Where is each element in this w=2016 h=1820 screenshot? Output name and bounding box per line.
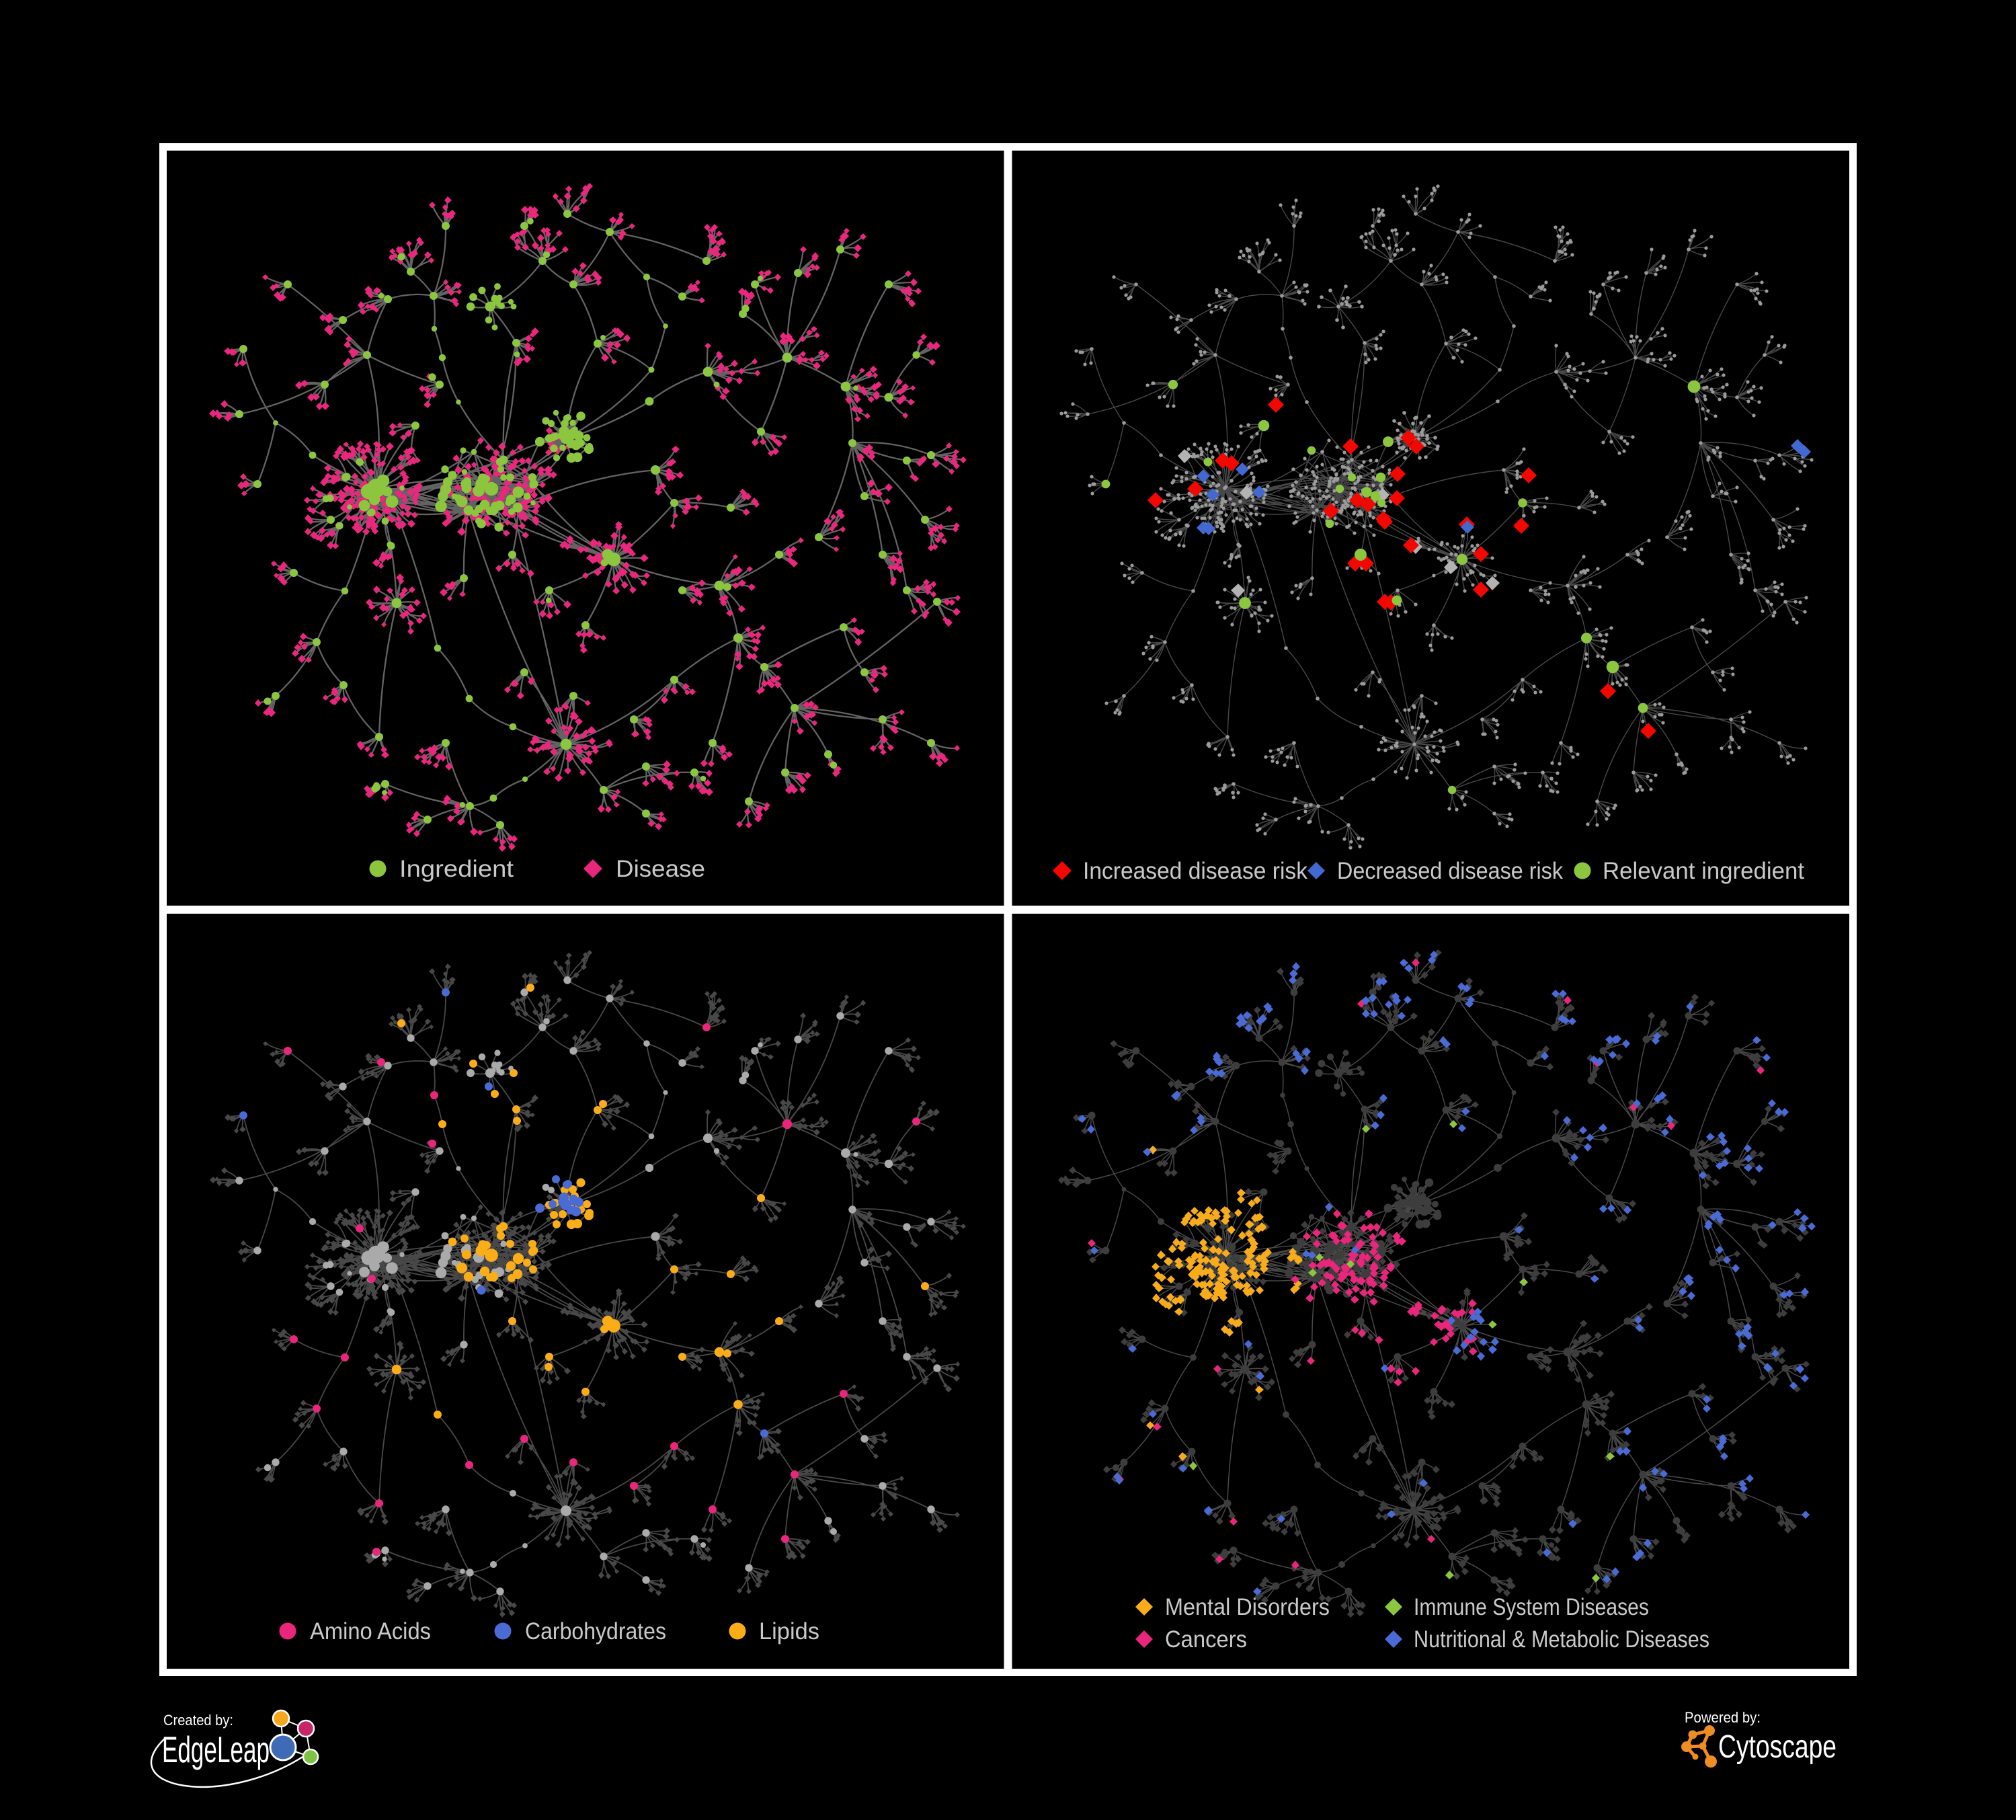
svg-text:Amino Acids: Amino Acids xyxy=(310,1618,431,1645)
svg-text:Lipids: Lipids xyxy=(759,1618,819,1645)
svg-text:Relevant ingredient: Relevant ingredient xyxy=(1603,858,1804,884)
svg-text:Decreased disease risk: Decreased disease risk xyxy=(1337,858,1563,884)
svg-text:Carbohydrates: Carbohydrates xyxy=(525,1618,666,1645)
svg-text:EdgeLeap: EdgeLeap xyxy=(162,1729,270,1770)
svg-text:Cancers: Cancers xyxy=(1165,1626,1247,1653)
svg-text:Nutritional & Metabolic Diseas: Nutritional & Metabolic Diseases xyxy=(1414,1626,1709,1653)
svg-text:Increased disease risk: Increased disease risk xyxy=(1083,858,1307,884)
svg-text:Immune System Diseases: Immune System Diseases xyxy=(1414,1594,1649,1620)
svg-text:Created by:: Created by: xyxy=(163,1712,233,1729)
svg-text:Powered by:: Powered by: xyxy=(1685,1709,1761,1726)
svg-text:Ingredient: Ingredient xyxy=(399,856,514,882)
svg-text:Cytoscape: Cytoscape xyxy=(1718,1729,1837,1765)
svg-text:Disease: Disease xyxy=(616,856,705,882)
svg-text:Mental Disorders: Mental Disorders xyxy=(1165,1594,1330,1620)
